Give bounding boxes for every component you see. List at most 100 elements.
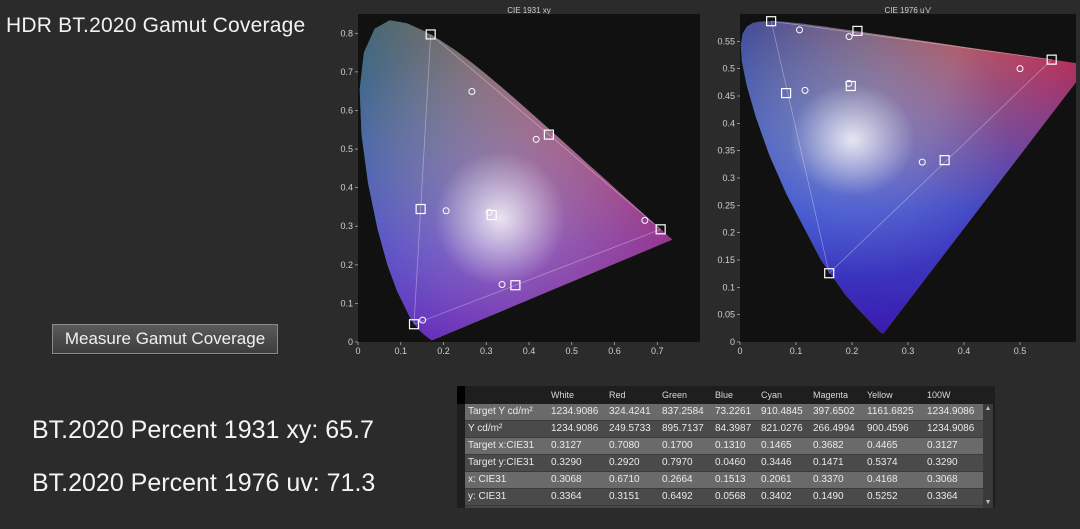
- table-cell: 0.1465: [761, 440, 792, 451]
- row-label: Target y:CIE31: [468, 457, 535, 468]
- table-cell: 0.3068: [927, 474, 958, 485]
- table-cell: 1161.6825: [867, 406, 914, 417]
- bt2020-1976-percent: BT.2020 Percent 1976 uv: 71.3: [32, 469, 376, 497]
- table-cell: 0.6710: [609, 474, 640, 485]
- row-label: x: CIE31: [468, 474, 507, 485]
- y-tick-label: 0.35: [717, 146, 735, 156]
- col-header: Cyan: [761, 390, 783, 400]
- table-row: x: CIE31 0.3068 0.6710 0.2664 0.1513 0.2061 0.…: [465, 472, 983, 489]
- x-tick-label: 0.2: [846, 346, 859, 356]
- y-tick-label: 0.2: [722, 228, 735, 238]
- cie1976-title: CIE 1976 u'v': [884, 6, 932, 15]
- scroll-up-icon[interactable]: ▲: [984, 405, 992, 412]
- measurement-table: White Red Green Blue Cyan Magenta Yellow…: [457, 386, 995, 508]
- table-cell: 0.6492: [662, 491, 693, 502]
- target-marker: [1046, 54, 1057, 65]
- y-tick-label: 0.3: [722, 173, 735, 183]
- x-tick-label: 0.5: [565, 346, 578, 356]
- measured-marker: [532, 135, 540, 143]
- table-cell: 0.3290: [551, 457, 582, 468]
- measure-gamut-button[interactable]: Measure Gamut Coverage: [52, 324, 278, 354]
- table-cell: 0.7970: [662, 457, 693, 468]
- table-corner: [457, 386, 465, 404]
- table-cell: 0.1490: [813, 491, 844, 502]
- y-tick-label: 0.15: [717, 255, 735, 265]
- measured-marker: [796, 26, 804, 34]
- target-marker: [655, 224, 666, 235]
- measured-marker: [485, 208, 493, 216]
- target-marker: [425, 29, 436, 40]
- x-tick-label: 0.7: [651, 346, 664, 356]
- target-marker: [543, 129, 554, 140]
- cie1976-triangle: [770, 20, 1053, 274]
- cie1976-chart: CIE 1976 u'v' 0 0.1 0.2 0.3 0.4 0.5 0 0.05 0.1 0.…: [717, 6, 1076, 356]
- measured-marker: [845, 79, 853, 87]
- measured-marker: [442, 207, 450, 215]
- col-header: Magenta: [813, 390, 849, 400]
- measured-marker: [498, 281, 506, 289]
- table-body: Target Y cd/m² 1234.9086 324.4241 837.2584 7…: [465, 404, 983, 508]
- cie1976-locus-white: [740, 21, 1076, 334]
- table-cell: 0.3151: [609, 491, 640, 502]
- y-tick-label: 0.25: [717, 200, 735, 210]
- x-tick-label: 0.3: [480, 346, 493, 356]
- table-scrollbar[interactable]: ▲ ▼: [983, 404, 993, 508]
- col-header: Yellow: [867, 390, 893, 400]
- scroll-down-icon[interactable]: ▼: [984, 499, 992, 506]
- table-cell: 0.0460: [715, 457, 746, 468]
- table-cell: 0.0568: [715, 491, 746, 502]
- table-cell: 0.3370: [813, 474, 844, 485]
- table-row: Target Y cd/m² 1234.9086 324.4241 837.2584 7…: [465, 404, 983, 421]
- target-marker: [415, 203, 426, 215]
- target-marker: [766, 16, 777, 27]
- x-tick-label: 0: [737, 346, 742, 356]
- table-cell: 0.1310: [715, 440, 746, 451]
- table-cell: 0.3127: [551, 440, 582, 451]
- measured-marker: [419, 316, 427, 324]
- target-marker: [939, 155, 950, 166]
- measured-marker: [918, 158, 926, 166]
- y-tick-label: 0.3: [340, 221, 353, 231]
- row-label: Target x:CIE31: [468, 440, 535, 451]
- y-tick-label: 0.8: [340, 28, 353, 38]
- page-title: HDR BT.2020 Gamut Coverage: [6, 14, 306, 37]
- table-cell: 324.4241: [609, 406, 651, 417]
- table-cell: 0.7080: [609, 440, 640, 451]
- table-row: Y cd/m² 1234.9086 249.5733 895.7137 84.3987 8…: [465, 421, 983, 438]
- y-tick-label: 0.05: [717, 310, 735, 320]
- target-marker: [852, 25, 863, 36]
- table-cell: 0.3364: [551, 491, 582, 502]
- table-cell: 266.4994: [813, 423, 855, 434]
- y-tick-label: 0.4: [340, 183, 353, 193]
- x-tick-label: 0.1: [394, 346, 407, 356]
- target-marker: [510, 280, 521, 291]
- table-cell: 0.3446: [761, 457, 792, 468]
- table-row: y: CIE31 0.3364 0.3151 0.6492 0.0568 0.3402 0.…: [465, 489, 983, 506]
- table-cell: 837.2584: [662, 406, 704, 417]
- target-marker: [780, 88, 792, 99]
- table-cell: 1234.9086: [927, 406, 975, 417]
- x-tick-label: 0.2: [437, 346, 450, 356]
- table-cell: 1234.9086: [551, 423, 599, 434]
- measured-marker: [641, 216, 649, 224]
- y-tick-label: 0: [348, 337, 353, 347]
- table-cell: 0.3364: [927, 491, 958, 502]
- table-cell: 249.5733: [609, 423, 651, 434]
- col-header: Blue: [715, 390, 734, 400]
- table-row: Target x:CIE31 0.3127 0.7080 0.1700 0.1310 0.…: [465, 438, 983, 455]
- x-tick-label: 0: [355, 346, 360, 356]
- cie1931-locus-white: [359, 20, 673, 341]
- table-cell: 0.5252: [867, 491, 898, 502]
- table-header: White Red Green Blue Cyan Magenta Yellow…: [457, 386, 995, 404]
- table-cell: 0.1513: [715, 474, 746, 485]
- table-row: Target y:CIE31 0.3290 0.2920 0.7970 0.0460 0.…: [465, 455, 983, 472]
- table-cell: 0.3068: [551, 474, 582, 485]
- table-cell: 895.7137: [662, 423, 704, 434]
- x-tick-label: 0.1: [790, 346, 803, 356]
- table-cell: 0.5374: [867, 457, 898, 468]
- x-tick-label: 0.3: [902, 346, 915, 356]
- table-cell: 397.6502: [813, 406, 855, 417]
- table-cell: 73.2261: [715, 406, 752, 417]
- col-header: White: [551, 390, 575, 400]
- y-tick-label: 0.2: [340, 260, 353, 270]
